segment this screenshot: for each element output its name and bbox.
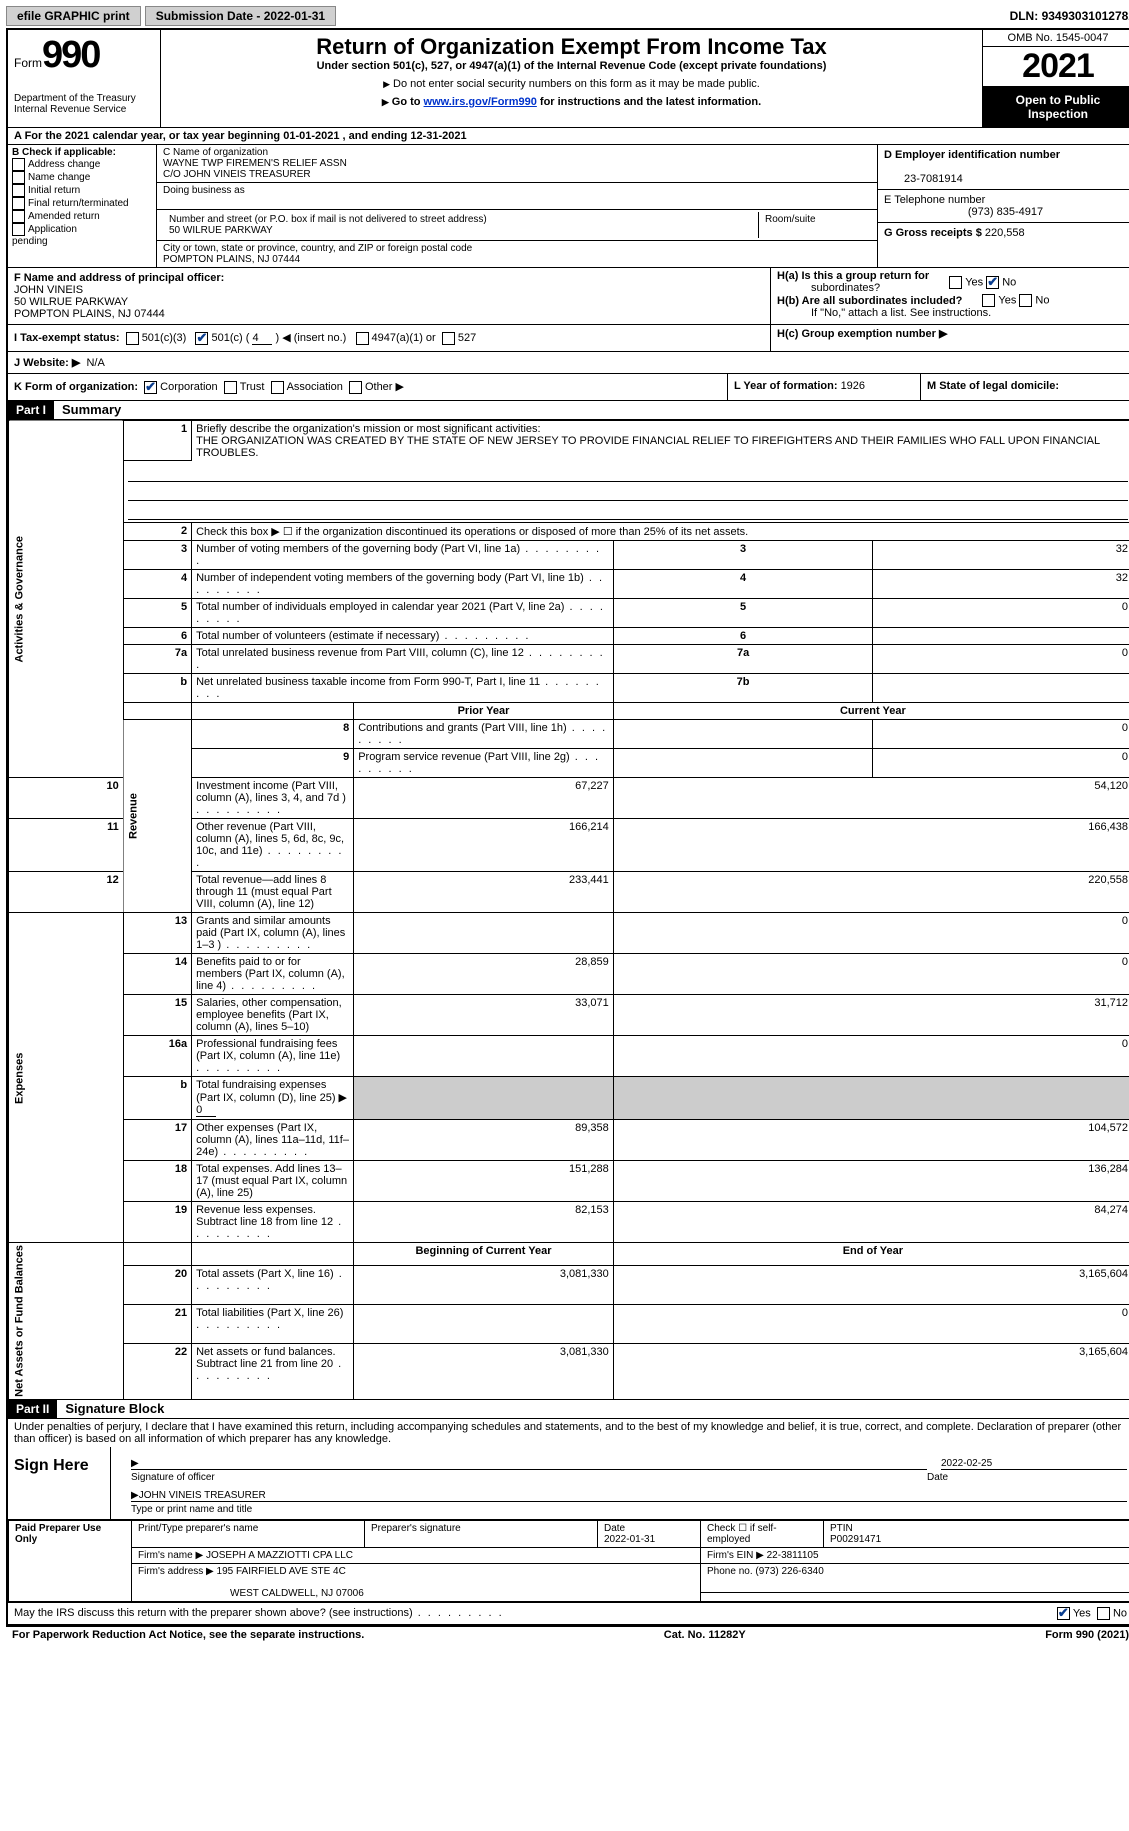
- tab-net-assets: Net Assets or Fund Balances: [9, 1243, 124, 1400]
- website-value: N/A: [86, 357, 104, 369]
- dln-label: DLN: 93493031012782: [1010, 9, 1129, 23]
- ptin-value: P00291471: [830, 1534, 881, 1545]
- chk-501c3[interactable]: [126, 332, 139, 345]
- org-city: POMPTON PLAINS, NJ 07444: [163, 254, 300, 265]
- top-bar: efile GRAPHIC print Submission Date - 20…: [6, 6, 1129, 26]
- open-public-badge: Open to Public Inspection: [983, 87, 1129, 127]
- declaration-text: Under penalties of perjury, I declare th…: [8, 1419, 1129, 1447]
- dept-label: Department of the Treasury Internal Reve…: [14, 93, 154, 115]
- chk-discuss-yes[interactable]: [1057, 1607, 1070, 1620]
- chk-527[interactable]: [442, 332, 455, 345]
- col-b-checkboxes: B Check if applicable: Address change Na…: [8, 145, 157, 267]
- chk-hb-yes[interactable]: [982, 294, 995, 307]
- pra-notice: For Paperwork Reduction Act Notice, see …: [12, 1629, 364, 1641]
- col-c-org: C Name of organization WAYNE TWP FIREMEN…: [157, 145, 878, 267]
- col-f-officer: F Name and address of principal officer:…: [8, 268, 771, 324]
- phone-value: (973) 835-4917: [884, 206, 1127, 218]
- form-year-cell: OMB No. 1545-0047 2021 Open to Public In…: [983, 30, 1129, 127]
- tab-expenses: Expenses: [9, 913, 124, 1243]
- form-number-cell: Form990 Department of the Treasury Inter…: [8, 30, 161, 127]
- chk-other[interactable]: [349, 381, 362, 394]
- section-bcdeg: B Check if applicable: Address change Na…: [8, 145, 1129, 268]
- sign-date: 2022-02-25: [941, 1451, 1127, 1470]
- sign-here-label: Sign Here: [8, 1447, 111, 1519]
- firm-addr: 195 FAIRFIELD AVE STE 4C: [217, 1566, 346, 1577]
- prep-date: 2022-01-31: [604, 1534, 655, 1545]
- mission-text: THE ORGANIZATION WAS CREATED BY THE STAT…: [196, 435, 1100, 459]
- firm-ein: 22-3811105: [767, 1550, 819, 1561]
- part2-header: Part IISignature Block: [8, 1400, 1129, 1419]
- row-i-tax-status: I Tax-exempt status: 501(c)(3) 501(c) ( …: [8, 325, 771, 351]
- footer: For Paperwork Reduction Act Notice, see …: [6, 1627, 1129, 1643]
- form-title-cell: Return of Organization Exempt From Incom…: [161, 30, 983, 127]
- chk-501c[interactable]: [195, 332, 208, 345]
- omb-number: OMB No. 1545-0047: [983, 30, 1129, 47]
- form-container: Form990 Department of the Treasury Inter…: [6, 28, 1129, 1627]
- efile-print-button[interactable]: efile GRAPHIC print: [6, 6, 141, 26]
- gross-receipts: 220,558: [985, 227, 1025, 239]
- chk-4947[interactable]: [356, 332, 369, 345]
- row-fh: F Name and address of principal officer:…: [8, 268, 1129, 325]
- org-street: 50 WILRUE PARKWAY: [169, 225, 273, 236]
- col-deg: D Employer identification number 23-7081…: [878, 145, 1129, 267]
- cat-number: Cat. No. 11282Y: [664, 1629, 746, 1641]
- col-h-group: H(a) Is this a group return forsubordina…: [771, 268, 1129, 324]
- row-hc: H(c) Group exemption number ▶: [771, 325, 1129, 351]
- row-klm: K Form of organization: Corporation Trus…: [8, 374, 1129, 401]
- part1-header: Part ISummary: [8, 401, 1129, 420]
- row-j-website: J Website: ▶ N/A: [8, 352, 1129, 374]
- officer-name: JOHN VINEIS: [14, 284, 83, 296]
- preparer-table: Paid Preparer Use Only Print/Type prepar…: [8, 1520, 1129, 1602]
- tax-year: 2021: [983, 47, 1129, 87]
- chk-name-change[interactable]: [12, 171, 25, 184]
- chk-ha-no[interactable]: [986, 276, 999, 289]
- firm-name: JOSEPH A MAZZIOTTI CPA LLC: [206, 1550, 353, 1561]
- irs-link[interactable]: www.irs.gov/Form990: [424, 96, 537, 108]
- form-subtitle: Under section 501(c), 527, or 4947(a)(1)…: [167, 60, 976, 72]
- org-name: WAYNE TWP FIREMEN'S RELIEF ASSN: [163, 158, 347, 169]
- row-a-period: A For the 2021 calendar year, or tax yea…: [8, 128, 1129, 145]
- officer-name-title: JOHN VINEIS TREASURER: [139, 1490, 266, 1501]
- chk-final-return[interactable]: [12, 197, 25, 210]
- firm-phone: (973) 226-6340: [755, 1566, 823, 1577]
- col-k-form-org: K Form of organization: Corporation Trus…: [8, 374, 728, 400]
- chk-trust[interactable]: [224, 381, 237, 394]
- chk-assoc[interactable]: [271, 381, 284, 394]
- chk-hb-no[interactable]: [1019, 294, 1032, 307]
- chk-discuss-no[interactable]: [1097, 1607, 1110, 1620]
- ein-value: 23-7081914: [884, 173, 963, 185]
- col-l-year: L Year of formation: 1926: [728, 374, 921, 400]
- form-title: Return of Organization Exempt From Incom…: [167, 34, 976, 60]
- tab-revenue: Revenue: [123, 720, 191, 913]
- tab-activities: Activities & Governance: [9, 420, 124, 778]
- col-m-state: M State of legal domicile:: [921, 374, 1129, 400]
- chk-initial-return[interactable]: [12, 184, 25, 197]
- submission-date-button[interactable]: Submission Date - 2022-01-31: [145, 6, 336, 26]
- summary-table: Activities & Governance 1 Briefly descri…: [8, 420, 1129, 1400]
- chk-address-change[interactable]: [12, 158, 25, 171]
- chk-corp[interactable]: [144, 381, 157, 394]
- row-ij: I Tax-exempt status: 501(c)(3) 501(c) ( …: [8, 325, 1129, 352]
- sign-here-row: Sign Here ▶ Signature of officer 2022-02…: [8, 1447, 1129, 1520]
- chk-amended[interactable]: [12, 210, 25, 223]
- chk-application[interactable]: [12, 223, 25, 236]
- chk-ha-yes[interactable]: [949, 276, 962, 289]
- paid-preparer-label: Paid Preparer Use Only: [9, 1520, 132, 1601]
- form-header: Form990 Department of the Treasury Inter…: [8, 30, 1129, 128]
- may-irs-discuss: May the IRS discuss this return with the…: [8, 1602, 1129, 1625]
